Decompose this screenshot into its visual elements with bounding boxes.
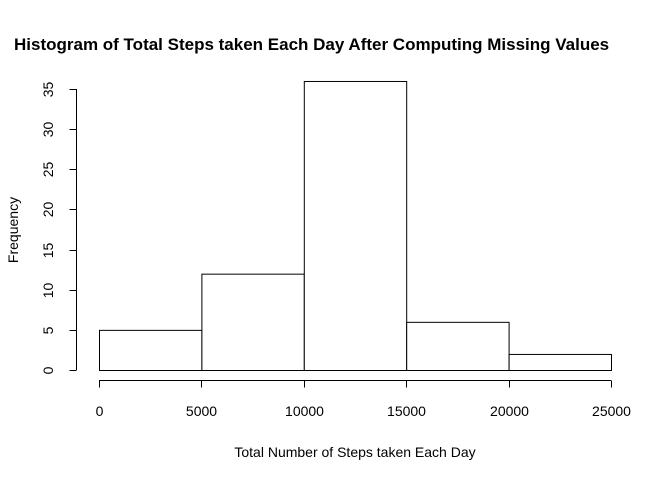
x-tick-label: 10000	[285, 403, 324, 419]
x-axis: 0 5000 10000 15000 20000 25000	[96, 380, 631, 419]
x-axis-label: Total Number of Steps taken Each Day	[234, 444, 475, 460]
x-tick-label: 25000	[592, 403, 631, 419]
histogram-bar-0	[99, 329, 203, 372]
y-tick-label: 10	[40, 283, 56, 299]
histogram-bar-2	[303, 80, 408, 371]
x-tick-label: 5000	[186, 403, 217, 419]
y-tick-label: 25	[40, 162, 56, 178]
histogram-bar-4	[508, 353, 613, 372]
x-tick-label: 20000	[490, 403, 529, 419]
chart-title: Histogram of Total Steps taken Each Day …	[14, 35, 609, 54]
y-axis-label: Frequency	[5, 197, 21, 263]
y-tick-label: 5	[40, 326, 56, 334]
histogram-bar-3	[406, 321, 510, 372]
y-tick-label: 35	[40, 82, 56, 98]
y-tick-label: 30	[40, 122, 56, 138]
x-tick-label: 15000	[387, 403, 426, 419]
y-axis: 0 5 10 15 20 25 30 35	[40, 82, 77, 374]
bars-group	[99, 80, 613, 372]
y-tick-label: 15	[40, 243, 56, 259]
x-tick-label: 0	[96, 403, 104, 419]
y-tick-label: 0	[40, 366, 56, 374]
histogram-bar-1	[201, 273, 305, 371]
y-tick-label: 20	[40, 202, 56, 218]
